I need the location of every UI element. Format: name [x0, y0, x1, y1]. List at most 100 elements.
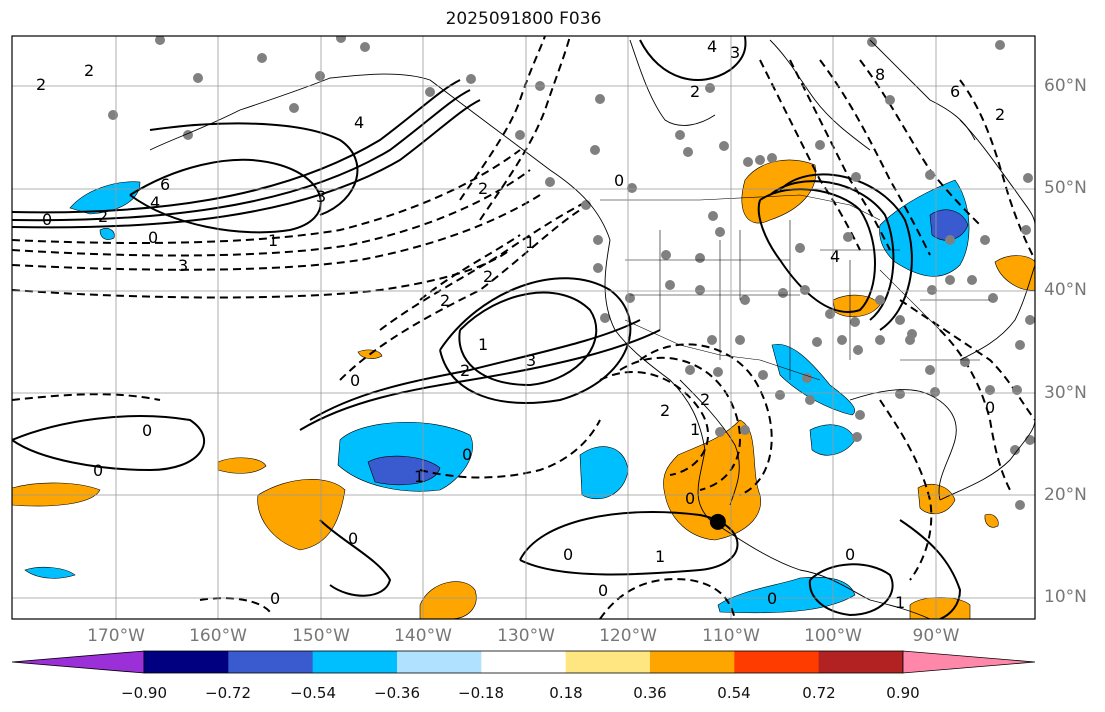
contour-label: 4: [707, 37, 717, 56]
shade-orange-hawaii-n: [217, 457, 267, 474]
lon-label: 100°W: [804, 626, 862, 646]
contour-label: 6: [160, 175, 170, 194]
colorbar-label: −0.90: [121, 684, 167, 702]
contour-label: 3: [526, 351, 536, 370]
shade-orange-caribbean: [917, 484, 956, 515]
colorbar-label: 0.18: [549, 684, 583, 702]
shade-blue-small-a: [99, 228, 115, 240]
contour-label: 2: [690, 82, 700, 101]
lat-label: 10°N: [1044, 587, 1087, 607]
lon-label: 90°W: [912, 626, 960, 646]
contour-labels: 2 2 4 3 2 8 6 2 4 6 4 3 2 0 1 0 3 2 1 2 …: [36, 37, 1005, 612]
contour-label: 0: [685, 489, 695, 508]
map-background: [12, 36, 1035, 619]
colorbar-label: −0.18: [458, 684, 504, 702]
map-frame: [11, 35, 1036, 620]
colorbar-cells: [143, 650, 904, 674]
contour-label: 0: [563, 545, 573, 564]
lon-label: 170°W: [87, 626, 145, 646]
lat-label: 60°N: [1044, 76, 1087, 96]
contour-label: 0: [270, 589, 280, 608]
location-marker: [709, 513, 726, 530]
colorbar-cell: [818, 651, 904, 673]
colorbar-label: −0.72: [205, 684, 251, 702]
contour-label: 1: [525, 233, 535, 252]
colorbar-cell: [144, 651, 229, 673]
shaded-fields: [12, 159, 1035, 619]
contour-label: 0: [614, 171, 624, 190]
contour-label: 0: [93, 461, 103, 480]
shade-darkblue-greatlakes: [929, 209, 969, 241]
shade-orange-east-coast: [994, 255, 1035, 291]
contour-label: 2: [995, 105, 1005, 124]
lon-label: 160°W: [189, 626, 247, 646]
colorbar-cell: [650, 651, 735, 673]
contour-label: 1: [478, 335, 488, 354]
contour-label: 0: [985, 398, 995, 417]
contour-label: 1: [655, 547, 665, 566]
lon-label: 150°W: [292, 626, 350, 646]
lon-label: 110°W: [702, 626, 760, 646]
shade-blue-greatlakes: [879, 179, 970, 277]
contour-label: 0: [142, 421, 152, 440]
dashed-contours: [12, 36, 1035, 619]
shade-blue-texas: [771, 343, 856, 416]
shade-orange-se: [909, 597, 971, 619]
contour-label: 3: [178, 256, 188, 275]
contour-label: 6: [950, 82, 960, 101]
colorbar-cell: [734, 651, 820, 673]
lat-label: 20°N: [1044, 485, 1087, 505]
lat-label: 40°N: [1044, 280, 1087, 300]
contour-label: 4: [830, 247, 840, 266]
contour-label: 0: [845, 545, 855, 564]
colorbar-extend-right: [902, 650, 1036, 674]
gridlines: [12, 36, 1035, 619]
colorbar-extend-left: [11, 650, 145, 674]
colorbar-cell: [397, 651, 482, 673]
contour-label: 0: [598, 581, 608, 600]
contour-label: 1: [268, 231, 278, 250]
contour-label: 0: [462, 445, 472, 464]
contour-label: 2: [98, 207, 108, 226]
contour-label: 1: [690, 420, 700, 439]
lat-label: 30°N: [1044, 383, 1087, 403]
contour-label: 1: [895, 593, 905, 612]
contour-label: 2: [460, 361, 470, 380]
colorbar-cell: [565, 651, 651, 673]
colorbar-cell: [228, 651, 314, 673]
contour-label: 2: [440, 291, 450, 310]
shade-blue-small-b: [24, 566, 76, 579]
colorbar-label: 0.72: [802, 684, 836, 702]
borders: [600, 194, 990, 381]
contour-label: 3: [316, 187, 326, 206]
lon-label: 130°W: [497, 626, 555, 646]
contour-label: 0: [42, 210, 52, 229]
contour-label: 4: [150, 193, 160, 212]
contour-label: 2: [36, 75, 46, 94]
colorbar-label: −0.36: [374, 684, 420, 702]
lat-label: 50°N: [1044, 178, 1087, 198]
contour-label: 2: [478, 179, 488, 198]
colorbar-label: 0.36: [633, 684, 667, 702]
contour-label: 2: [660, 401, 670, 420]
contour-label: 0: [350, 371, 360, 390]
contour-label: 2: [84, 61, 94, 80]
contour-label: 4: [354, 113, 364, 132]
contour-label: 8: [875, 65, 885, 84]
colorbar: [11, 650, 1036, 674]
contour-label: 0: [767, 589, 777, 608]
shade-orange-small-b: [984, 513, 999, 528]
station-dots: [108, 36, 1035, 510]
colorbar-label: 0.54: [717, 684, 751, 702]
shade-darkblue-pacific-mid: [367, 455, 441, 486]
colorbar-label: 0.90: [886, 684, 920, 702]
colorbar-cell: [481, 651, 567, 673]
contour-label: 2: [700, 390, 710, 409]
contour-label: 0: [348, 529, 358, 548]
colorbar-cell: [312, 651, 398, 673]
shade-orange-hawaii-w: [12, 482, 101, 507]
contour-label: 0: [148, 228, 158, 247]
contour-label: 1: [414, 467, 424, 486]
map-title: 2025091800 F036: [445, 9, 602, 29]
